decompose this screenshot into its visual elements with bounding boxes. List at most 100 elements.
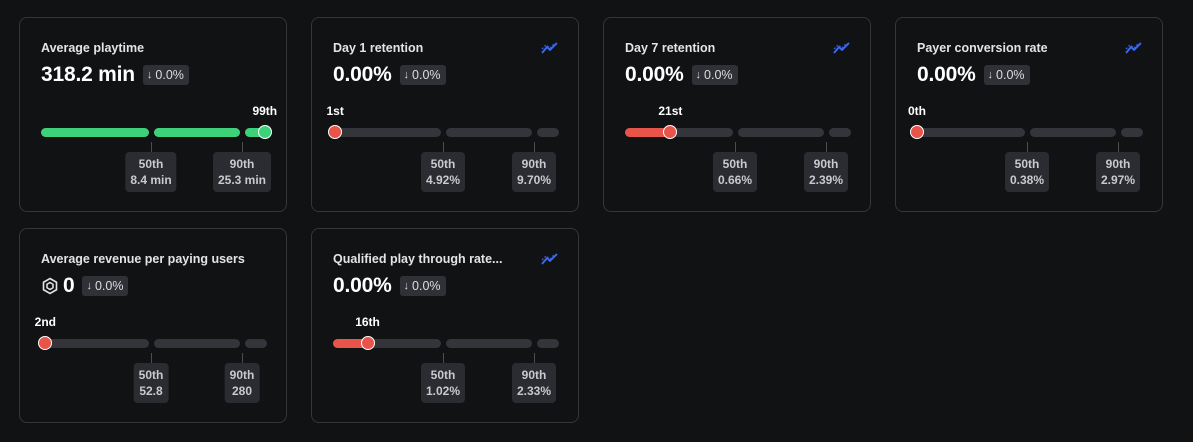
percentile-p50-box: 50th 52.8: [133, 363, 169, 403]
delta-value: 0.0%: [704, 68, 733, 82]
arrow-down-icon: ↓: [86, 280, 92, 292]
percentile-label: 50th: [430, 157, 456, 171]
percentile-p90-box: 90th 280: [224, 363, 260, 403]
percentile-tick: [735, 142, 736, 152]
percentile-p50-box: 50th 0.38%: [1004, 152, 1050, 192]
rank-label: 21st: [658, 104, 683, 118]
percentile-value: 2.39%: [808, 173, 844, 187]
percentile-track-segment: [829, 128, 851, 137]
percentile-fill: [625, 128, 671, 137]
percentile-p50-box: 50th 8.4 min: [125, 152, 177, 192]
percentile-track-segment: [625, 128, 733, 137]
percentile-track-segment: [1121, 128, 1143, 137]
percentile-label: 50th: [1014, 157, 1040, 171]
percentile-label: 50th: [138, 157, 164, 171]
rank-label: 0th: [908, 104, 926, 118]
metric-value-row: 0.00% ↓ 0.0%: [917, 62, 1030, 88]
percentile-tick: [826, 142, 827, 152]
delta-value: 0.0%: [94, 279, 124, 293]
percentile-tick: [151, 142, 152, 152]
percentile-label: 90th: [1105, 157, 1131, 171]
percentile-fill: [154, 128, 240, 137]
percentile-track-segment: [738, 128, 824, 137]
percentile-value: 0.38%: [1009, 173, 1045, 187]
percentile-p90-box: 90th 9.70%: [511, 152, 557, 192]
metric-card[interactable]: Payer conversion rate 0.00% ↓ 0.0% 0th 50th…: [895, 17, 1163, 212]
percentile-label: 90th: [229, 368, 255, 382]
arrow-down-icon: ↓: [403, 69, 410, 81]
percentile-fill: [333, 339, 368, 348]
percentile-label: 90th: [521, 368, 547, 382]
percentile-value: 9.70%: [516, 173, 552, 187]
percentile-knob: [360, 336, 375, 350]
trend-chart-icon[interactable]: [540, 40, 560, 56]
percentile-track-segment: [537, 339, 559, 348]
percentile-tick: [242, 142, 243, 152]
percentile-value: 2.97%: [1100, 173, 1136, 187]
percentile-label: 90th: [813, 157, 839, 171]
percentile-fill: [41, 128, 149, 137]
percentile-track-segment: [446, 339, 532, 348]
percentile-track-segment: [446, 128, 532, 137]
metric-value: 0.00%: [625, 63, 684, 86]
percentile-tick: [534, 142, 535, 152]
percentile-knob: [663, 125, 678, 139]
percentile-tick: [443, 142, 444, 152]
percentile-fill: [245, 128, 265, 137]
metric-value-row: 0.00% ↓ 0.0%: [333, 273, 446, 299]
percentile-value: 2.33%: [516, 384, 552, 398]
metric-value: 0.00%: [333, 63, 392, 86]
percentile-value: 280: [231, 384, 253, 398]
percentile-p90-box: 90th 2.33%: [511, 363, 557, 403]
percentile-tick: [242, 353, 243, 363]
percentile-track-segment: [537, 128, 559, 137]
metric-card[interactable]: Day 1 retention 0.00% ↓ 0.0% 1st 50th 4.92%…: [311, 17, 579, 212]
delta-value: 0.0%: [412, 68, 441, 82]
metric-title: Payer conversion rate: [917, 41, 1048, 55]
rank-label: 16th: [355, 315, 380, 329]
metric-title: Qualified play through rate...: [333, 252, 503, 266]
metric-card[interactable]: Average revenue per paying users 0 ↓ 0.0% 2…: [19, 228, 287, 423]
delta-badge: ↓ 0.0%: [399, 65, 446, 85]
percentile-label: 50th: [722, 157, 748, 171]
percentile-track-segment: [154, 339, 240, 348]
percentile-tick: [1027, 142, 1028, 152]
metric-card[interactable]: Day 7 retention 0.00% ↓ 0.0% 21st 50th 0.66…: [603, 17, 871, 212]
metric-title: Average revenue per paying users: [41, 252, 245, 266]
percentile-tick: [1118, 142, 1119, 152]
percentile-p50-box: 50th 0.66%: [712, 152, 758, 192]
percentile-value: 4.92%: [425, 173, 461, 187]
delta-badge: ↓ 0.0%: [691, 65, 738, 85]
metric-value: 0.00%: [333, 274, 392, 297]
arrow-down-icon: ↓: [987, 69, 994, 81]
percentile-knob: [910, 125, 924, 139]
percentile-tick: [534, 353, 535, 363]
percentile-p90-box: 90th 2.39%: [803, 152, 849, 192]
delta-badge: ↓ 0.0%: [82, 276, 129, 296]
trend-chart-icon[interactable]: [832, 40, 852, 56]
percentile-knob: [328, 125, 343, 139]
metric-card[interactable]: Average playtime 318.2 min ↓ 0.0% 99th 50th …: [19, 17, 287, 212]
trend-chart-icon[interactable]: [540, 251, 560, 267]
percentile-value: 25.3 min: [217, 173, 267, 187]
metric-value-row: 0.00% ↓ 0.0%: [625, 62, 738, 88]
metric-value-row: 0 ↓ 0.0%: [41, 273, 129, 299]
percentile-tick: [151, 353, 152, 363]
percentile-knob: [38, 336, 53, 350]
delta-value: 0.0%: [412, 279, 441, 293]
percentile-value: 0.66%: [717, 173, 753, 187]
percentile-label: 90th: [521, 157, 547, 171]
delta-badge: ↓ 0.0%: [399, 276, 446, 296]
arrow-down-icon: ↓: [695, 69, 702, 81]
percentile-track-segment: [245, 339, 267, 348]
metric-title: Day 7 retention: [625, 41, 716, 55]
trend-chart-icon[interactable]: [1124, 40, 1144, 56]
metric-value-row: 0.00% ↓ 0.0%: [333, 62, 446, 88]
percentile-value: 52.8: [139, 384, 163, 398]
delta-value: 0.0%: [996, 68, 1025, 82]
metric-value: 0: [63, 274, 75, 297]
percentile-knob: [257, 125, 272, 139]
metric-card[interactable]: Qualified play through rate... 0.00% ↓ 0.0…: [311, 228, 579, 423]
metric-value: 0.00%: [917, 63, 976, 86]
metric-value: 318.2 min: [41, 63, 135, 86]
